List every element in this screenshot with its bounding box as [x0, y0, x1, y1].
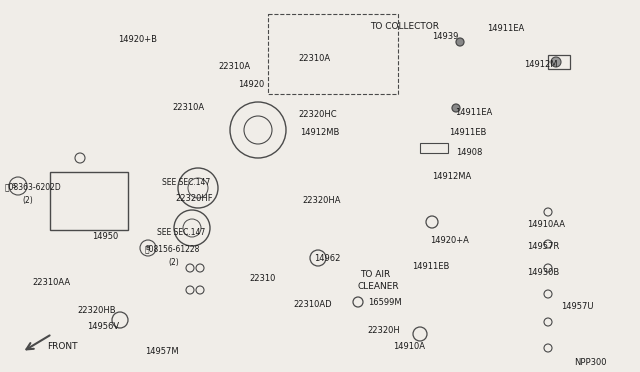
Text: 14920+B: 14920+B: [118, 35, 157, 44]
Text: 14956V: 14956V: [87, 322, 119, 331]
Text: 14957U: 14957U: [561, 302, 593, 311]
Text: 14950: 14950: [92, 232, 118, 241]
Text: 14912M: 14912M: [524, 60, 557, 69]
Bar: [268, 14, 398, 94]
Text: 14910A: 14910A: [393, 342, 425, 351]
Text: 22320H: 22320H: [367, 326, 400, 335]
Text: 14908: 14908: [456, 148, 483, 157]
Text: S: S: [12, 183, 16, 189]
Text: FRONT: FRONT: [47, 342, 77, 351]
Text: 14910AA: 14910AA: [527, 220, 565, 229]
Text: TO COLLECTOR: TO COLLECTOR: [370, 22, 439, 31]
Text: B: B: [146, 245, 150, 251]
Text: 14939: 14939: [432, 32, 458, 41]
Circle shape: [551, 57, 561, 67]
Text: CLEANER: CLEANER: [357, 282, 399, 291]
Text: 16599M: 16599M: [368, 298, 402, 307]
Text: 22310AD: 22310AD: [293, 300, 332, 309]
Bar: [50, 172, 128, 230]
Text: SEE SEC.147: SEE SEC.147: [157, 228, 205, 237]
Text: 22310A: 22310A: [298, 54, 330, 63]
Text: 22320HA: 22320HA: [302, 196, 340, 205]
Text: SEE SEC.147: SEE SEC.147: [162, 178, 211, 187]
Text: 22310: 22310: [249, 274, 275, 283]
Text: 22310A: 22310A: [172, 103, 204, 112]
Text: 22320HB: 22320HB: [77, 306, 116, 315]
Circle shape: [456, 38, 464, 46]
Text: 22310AA: 22310AA: [32, 278, 70, 287]
Text: 22320HC: 22320HC: [298, 110, 337, 119]
Text: 22310A: 22310A: [218, 62, 250, 71]
Text: 14920+A: 14920+A: [430, 236, 469, 245]
Text: 14912MA: 14912MA: [432, 172, 471, 181]
Text: 14930B: 14930B: [527, 268, 559, 277]
Text: 14911EA: 14911EA: [487, 24, 524, 33]
Text: 14911EB: 14911EB: [412, 262, 449, 271]
Bar: [420, 143, 448, 153]
Circle shape: [452, 104, 460, 112]
Text: ⒲08156-61228: ⒲08156-61228: [145, 244, 200, 253]
Bar: [548, 55, 570, 69]
Text: 14957M: 14957M: [145, 347, 179, 356]
Text: 14957R: 14957R: [527, 242, 559, 251]
Text: (2): (2): [168, 258, 179, 267]
Text: 14911EB: 14911EB: [449, 128, 486, 137]
Text: NPP300: NPP300: [574, 358, 607, 367]
Text: 14920: 14920: [238, 80, 264, 89]
Text: (2): (2): [22, 196, 33, 205]
Text: 22320HF: 22320HF: [175, 194, 212, 203]
Text: 14962: 14962: [314, 254, 340, 263]
Text: 14911EA: 14911EA: [455, 108, 492, 117]
Text: TO AIR: TO AIR: [360, 270, 390, 279]
Text: 14912MB: 14912MB: [300, 128, 339, 137]
Text: Ⓜ08363-6202D: Ⓜ08363-6202D: [5, 182, 61, 191]
